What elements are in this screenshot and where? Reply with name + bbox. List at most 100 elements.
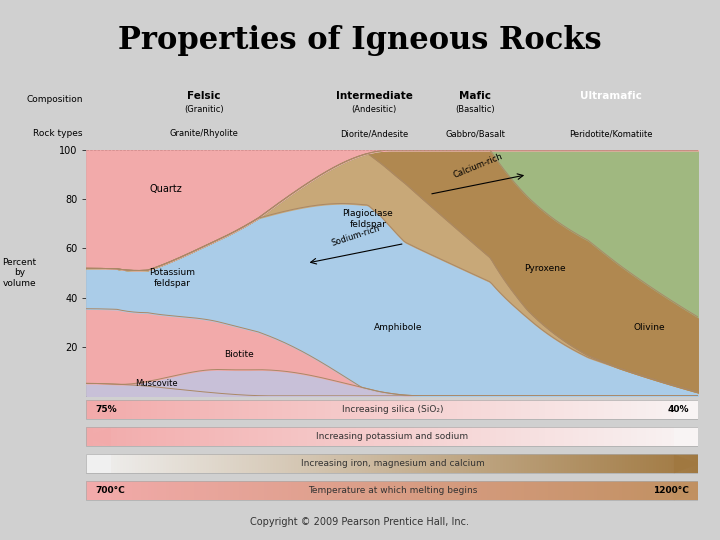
Bar [637,454,642,474]
Bar [359,400,363,420]
Bar [399,454,402,474]
Bar [132,400,137,420]
Bar [261,400,265,420]
Bar [579,454,583,474]
Bar [252,427,256,447]
Bar [469,427,473,447]
Bar [135,427,140,447]
Bar [644,454,647,474]
Bar [343,481,348,501]
Bar [503,400,507,420]
Bar [89,481,94,501]
Bar [316,481,320,501]
Bar [365,427,369,447]
Bar [668,400,672,420]
Bar [395,454,400,474]
Bar [649,427,654,447]
Bar [172,481,176,501]
Bar [432,400,436,420]
Bar [536,481,541,501]
Bar [444,427,449,447]
Bar [89,400,94,420]
Bar [408,454,412,474]
Bar [659,481,663,501]
Bar [484,427,488,447]
Bar [631,454,635,474]
Bar [236,400,240,420]
Bar [368,481,372,501]
Bar [417,400,421,420]
Text: 40%: 40% [667,406,689,414]
Bar [157,427,161,447]
Bar [111,427,115,447]
Bar [86,427,698,447]
Bar [190,400,194,420]
Bar [132,427,137,447]
Bar [117,481,121,501]
Bar [616,427,620,447]
Bar [423,454,427,474]
Bar [490,400,495,420]
Bar [349,427,354,447]
Bar [264,400,268,420]
Bar [233,454,238,474]
Bar [130,481,133,501]
Bar [512,400,516,420]
Bar [261,481,265,501]
Bar [218,427,222,447]
Bar [175,400,179,420]
Bar [120,427,125,447]
Bar [518,427,522,447]
Bar [160,427,164,447]
Bar [466,427,470,447]
Bar [447,400,451,420]
Bar [255,427,259,447]
Bar [301,427,305,447]
Bar [399,481,402,501]
Bar [481,427,485,447]
Bar [294,427,299,447]
Bar [328,454,333,474]
Bar [230,427,235,447]
Text: Muscovite: Muscovite [135,379,178,388]
Bar [497,427,500,447]
Bar [557,427,562,447]
Bar [267,400,271,420]
Bar [346,481,351,501]
Bar [304,427,308,447]
Bar [463,454,467,474]
Bar [451,481,455,501]
Bar [426,427,431,447]
Bar [248,400,253,420]
Bar [640,454,644,474]
Bar [478,400,482,420]
Bar [490,427,495,447]
Bar [505,481,510,501]
Bar [328,400,333,420]
Bar [297,454,302,474]
Bar [508,454,513,474]
Bar [276,481,280,501]
Text: 1200°C: 1200°C [653,487,689,495]
Bar [610,481,614,501]
Bar [613,427,617,447]
Bar [248,481,253,501]
Bar [616,454,620,474]
Bar [96,427,100,447]
Bar [441,400,446,420]
Bar [154,454,158,474]
Bar [546,400,549,420]
Bar [463,400,467,420]
Bar [273,481,277,501]
Bar [187,481,192,501]
Bar [435,481,439,501]
Bar [150,400,155,420]
Bar [527,400,531,420]
Bar [362,454,366,474]
Bar [273,400,277,420]
Bar [493,427,498,447]
Bar [603,400,608,420]
Bar [392,481,397,501]
Bar [622,400,626,420]
Bar [359,481,363,501]
